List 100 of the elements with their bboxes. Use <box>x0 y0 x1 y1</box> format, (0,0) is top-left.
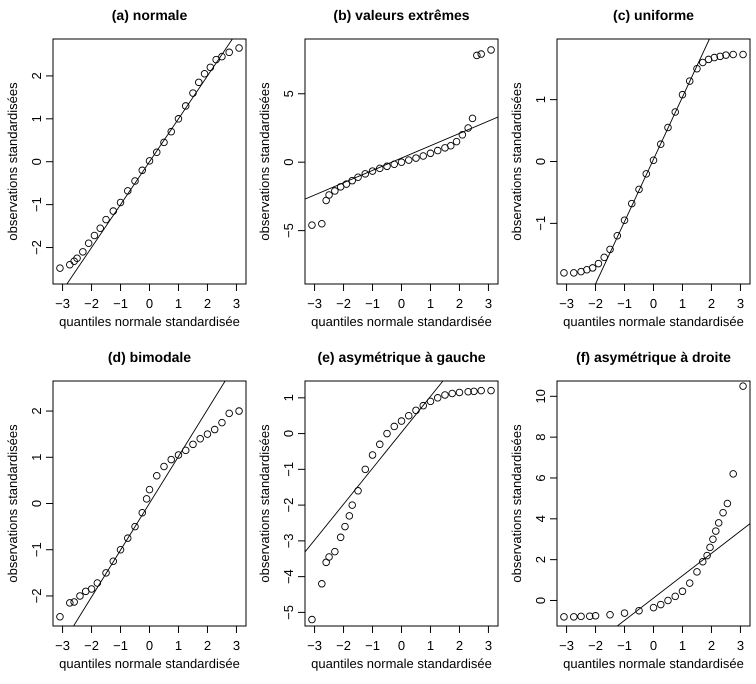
point <box>635 606 643 614</box>
point <box>56 613 64 620</box>
y-tick-label: 1 <box>29 454 44 461</box>
x-tick-label: 0 <box>146 638 154 653</box>
point <box>448 390 456 398</box>
x-tick-label: 3 <box>232 638 240 653</box>
point <box>739 50 747 58</box>
point <box>703 552 711 560</box>
point <box>693 64 701 72</box>
point <box>325 191 333 199</box>
point <box>79 248 87 256</box>
y-tick-label: 0 <box>533 596 548 604</box>
x-tick-label: −2 <box>84 638 99 653</box>
point <box>225 48 233 56</box>
point <box>390 422 398 430</box>
point <box>167 456 175 464</box>
x-tick-label: −1 <box>617 638 632 653</box>
point <box>441 391 449 399</box>
point <box>212 56 220 64</box>
point <box>650 604 658 612</box>
point <box>570 269 578 277</box>
x-tick-label: −2 <box>336 296 351 311</box>
point <box>204 430 212 438</box>
y-tick-label: −5 <box>281 604 296 620</box>
point <box>82 588 90 596</box>
point <box>419 152 427 160</box>
point <box>225 410 233 418</box>
point <box>686 77 694 85</box>
point <box>102 216 110 224</box>
point <box>336 183 344 191</box>
point <box>487 46 495 54</box>
point <box>160 462 168 470</box>
x-tick-label: −1 <box>113 296 128 311</box>
x-tick-label: 2 <box>204 638 212 653</box>
point <box>592 612 600 620</box>
point <box>678 90 686 98</box>
point <box>671 592 679 600</box>
point <box>138 509 146 516</box>
point <box>368 167 376 175</box>
point <box>66 599 74 607</box>
point <box>336 534 344 542</box>
point <box>146 486 154 494</box>
point <box>235 44 243 52</box>
point <box>739 382 747 390</box>
x-axis-title: quantiles normale standardisée <box>59 656 240 671</box>
point <box>712 527 720 535</box>
point <box>110 558 118 566</box>
point <box>348 501 356 509</box>
chart-title: (d) bimodale <box>108 349 192 365</box>
point <box>722 51 730 59</box>
x-tick-label: 2 <box>708 296 716 311</box>
y-tick-label: 2 <box>29 407 44 415</box>
y-tick-label: 0 <box>29 500 44 508</box>
point <box>131 522 139 530</box>
point <box>477 50 485 58</box>
y-tick-label: −5 <box>281 223 296 238</box>
y-tick-label: −1 <box>281 462 296 477</box>
point <box>570 613 578 621</box>
x-axis-title: quantiles normale standardisée <box>311 656 492 671</box>
x-tick-label: 2 <box>708 638 716 653</box>
point <box>464 388 472 396</box>
point <box>458 131 466 139</box>
point <box>398 158 406 166</box>
x-tick-label: −1 <box>617 296 632 311</box>
point <box>235 407 243 415</box>
point <box>94 579 102 587</box>
x-tick-label: 1 <box>426 296 434 311</box>
x-tick-label: −2 <box>588 638 603 653</box>
point <box>341 522 349 530</box>
x-tick-label: −2 <box>588 296 603 311</box>
point <box>152 472 160 480</box>
x-tick-label: −2 <box>336 638 351 653</box>
x-tick-label: −3 <box>559 638 574 653</box>
x-tick-label: −1 <box>113 638 128 653</box>
point <box>656 140 664 148</box>
point <box>412 406 420 414</box>
point <box>729 50 737 58</box>
y-axis-title: observations standardisées <box>5 82 20 241</box>
point <box>706 544 714 552</box>
x-tick-label: 1 <box>174 638 182 653</box>
point <box>160 138 168 146</box>
point <box>308 616 316 624</box>
point <box>577 268 585 276</box>
point <box>586 612 594 620</box>
x-tick-label: 2 <box>456 638 464 653</box>
point <box>464 124 472 132</box>
point <box>678 588 686 596</box>
point <box>70 598 78 606</box>
point <box>73 254 81 262</box>
point <box>218 418 226 426</box>
y-tick-label: −2 <box>29 588 44 604</box>
y-tick-label: −2 <box>29 240 44 255</box>
point <box>583 266 591 274</box>
y-tick-label: 0 <box>533 158 548 166</box>
y-tick-label: 2 <box>29 72 44 80</box>
y-tick-label: 6 <box>533 474 548 482</box>
point <box>362 170 370 178</box>
point <box>650 156 658 164</box>
point <box>664 596 672 604</box>
point <box>342 180 350 188</box>
